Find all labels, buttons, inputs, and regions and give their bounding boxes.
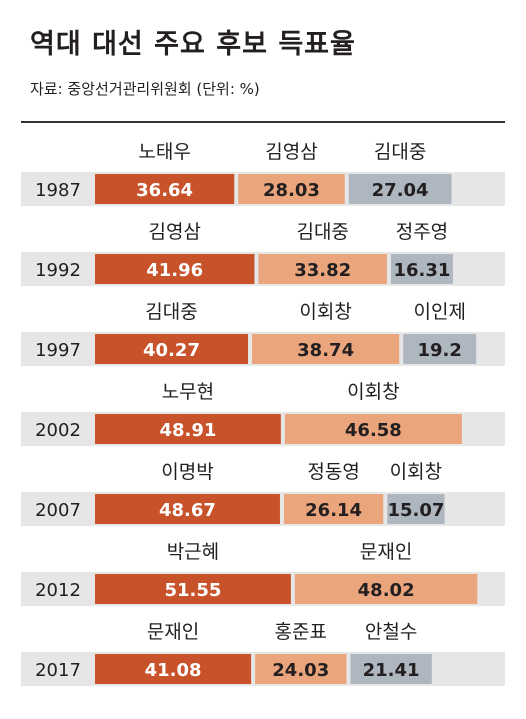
candidate-name: 이회창	[299, 301, 351, 323]
value-label: 21.41	[363, 660, 420, 681]
candidate-name: 정주영	[396, 221, 448, 243]
value-label: 24.03	[272, 660, 329, 681]
candidate-name: 노태우	[138, 141, 190, 163]
candidate-name: 김대중	[374, 141, 426, 163]
value-label: 41.96	[146, 260, 203, 281]
candidate-name: 안철수	[365, 621, 417, 643]
bar-segment-first	[95, 334, 249, 364]
candidate-name: 정동영	[307, 461, 359, 483]
bar-segment-second	[284, 414, 462, 444]
year-label: 2012	[35, 580, 81, 601]
value-label: 19.2	[418, 340, 462, 361]
bar-segment-first	[95, 654, 252, 684]
bar-segment-first	[95, 254, 255, 284]
bar-segment-third	[348, 174, 452, 204]
year-label: 1997	[35, 340, 81, 361]
value-label: 16.31	[393, 260, 450, 281]
value-label: 48.67	[159, 500, 216, 521]
candidate-name: 이명박	[161, 461, 213, 483]
chart-title: 역대 대선 주요 후보 득표율	[30, 29, 356, 60]
bar-segment-first	[95, 494, 280, 524]
value-label: 41.08	[145, 660, 202, 681]
bar-segment-second	[294, 574, 478, 604]
bar-segment-second	[255, 654, 347, 684]
candidate-name: 노무현	[162, 381, 214, 403]
candidate-name: 이인제	[413, 301, 465, 323]
year-label: 1987	[35, 180, 81, 201]
value-label: 40.27	[143, 340, 200, 361]
bar-segment-third	[403, 334, 477, 364]
value-label: 48.91	[159, 420, 216, 441]
year-label: 1992	[35, 260, 81, 281]
value-label: 33.82	[294, 260, 351, 281]
bar-segment-first	[95, 574, 291, 604]
value-label: 46.58	[345, 420, 402, 441]
candidate-name: 이회창	[347, 381, 399, 403]
value-label: 48.02	[358, 580, 415, 601]
value-label: 27.04	[372, 180, 429, 201]
bar-segment-second	[238, 174, 345, 204]
candidate-name: 김영삼	[265, 141, 317, 163]
value-label: 38.74	[297, 340, 354, 361]
value-label: 28.03	[263, 180, 320, 201]
year-label: 2007	[35, 500, 81, 521]
value-label: 36.64	[136, 180, 193, 201]
candidate-name: 홍준표	[275, 621, 327, 643]
candidate-name: 이회창	[390, 461, 442, 483]
bar-segment-third	[387, 494, 445, 524]
chart-subtitle: 자료: 중앙선거관리위원회 (단위: %)	[30, 80, 260, 98]
bar-segment-third	[350, 654, 432, 684]
value-label: 15.07	[387, 500, 444, 521]
bar-segment-second	[283, 494, 384, 524]
value-label: 51.55	[164, 580, 221, 601]
bar-segment-first	[95, 414, 281, 444]
bar-segment-second	[252, 334, 400, 364]
value-label: 26.14	[305, 500, 362, 521]
year-label: 2017	[35, 660, 81, 681]
bar-segment-first	[95, 174, 235, 204]
candidate-name: 박근혜	[167, 541, 219, 563]
candidate-name: 문재인	[360, 541, 412, 563]
candidate-name: 김영삼	[148, 221, 200, 243]
bar-segment-second	[258, 254, 387, 284]
candidate-name: 김대중	[296, 221, 348, 243]
year-label: 2002	[35, 420, 81, 441]
candidate-name: 김대중	[145, 301, 197, 323]
bar-segment-third	[390, 254, 453, 284]
candidate-name: 문재인	[147, 621, 199, 643]
